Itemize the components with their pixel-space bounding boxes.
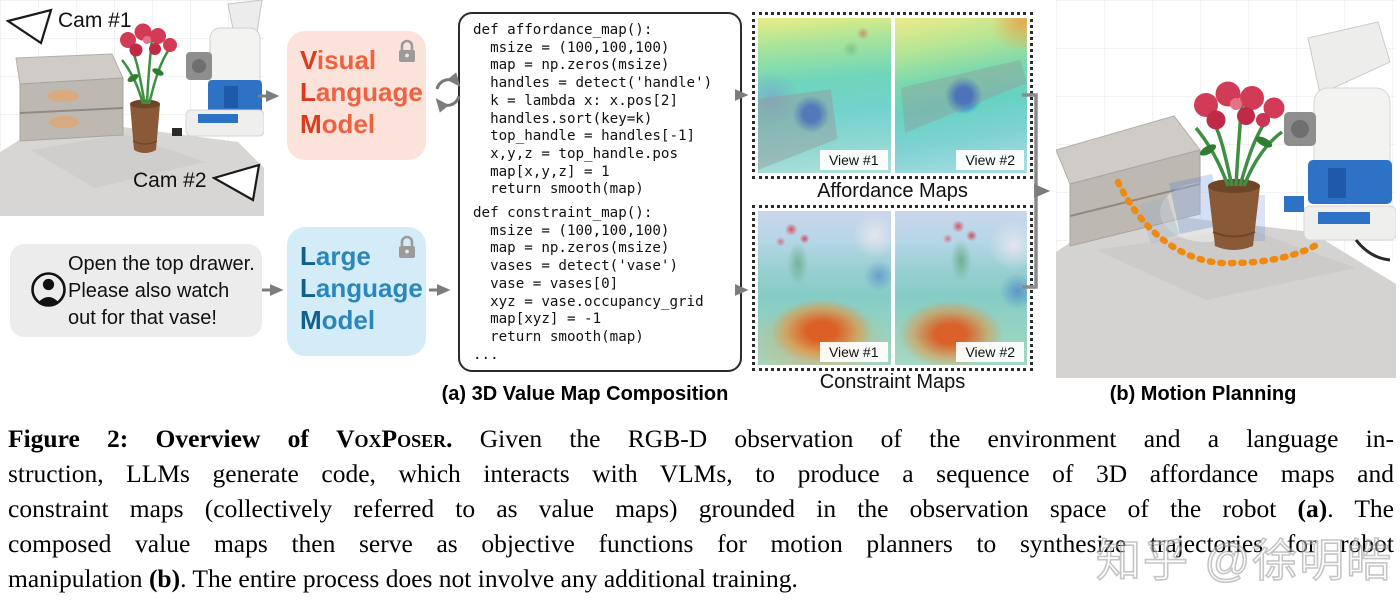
affordance-maps-title: Affordance Maps	[817, 180, 968, 202]
user-instruction-bubble: Open the top drawer. Please also watch o…	[10, 244, 262, 337]
drawer	[15, 53, 124, 142]
constraint-map-view2: View #2	[894, 211, 1027, 365]
subcaption-a: (a) 3D Value Map Composition	[441, 383, 729, 405]
motion-scene-illustration	[1055, 0, 1397, 378]
vase-and-flowers	[1194, 81, 1285, 250]
robot-arm	[172, 0, 265, 137]
caption-line-4: composed value maps then serve as object…	[8, 529, 1394, 558]
planned-trajectory	[1114, 178, 1324, 267]
cam1-label: Cam #1	[58, 9, 132, 32]
motion-planning-scene	[1055, 0, 1397, 378]
robot-arm	[1284, 21, 1397, 262]
cam2-label: Cam #2	[133, 169, 207, 192]
visual-language-model-box: Visual Language Model	[287, 31, 426, 160]
vlm-code-sync-icon	[435, 72, 461, 113]
caption-line-2: struction, LLMs generate code, which int…	[8, 459, 1394, 488]
vase-and-flowers	[120, 23, 177, 153]
view1-tag: View #1	[819, 342, 888, 362]
view1-tag: View #1	[819, 150, 888, 170]
constraint-maps-title: Constraint Maps	[819, 371, 966, 393]
vlm-label: Visual Language Model	[300, 45, 423, 139]
generated-code-block: def affordance_map(): msize = (100,100,1…	[458, 12, 742, 372]
large-language-model-box: Large Language Model	[287, 227, 426, 356]
drawer	[1055, 115, 1201, 247]
view2-tag: View #2	[956, 150, 1024, 170]
caption-line-1: Figure 2: Overview of VoxPoser. Given th…	[8, 424, 1394, 453]
scene-illustration	[0, 0, 265, 216]
rgbd-scene-pointcloud: Cam #1 Cam #2	[0, 0, 265, 216]
view2-tag: View #2	[956, 342, 1024, 362]
constraint-maps-panel: View #1 View #2	[752, 205, 1033, 371]
caption-line-3: constraint maps (collectively referred t…	[8, 494, 1394, 523]
llm-label: Large Language Model	[300, 241, 423, 335]
lock-icon	[399, 39, 415, 62]
figure-caption: Figure 2: Overview of VoxPoser. Given th…	[8, 421, 1394, 596]
affordance-maps-panel: View #1 View #2	[752, 12, 1033, 179]
affordance-map-view1: View #1	[758, 18, 891, 173]
affordance-map-view2: View #2	[894, 18, 1027, 173]
cam1-frustum-icon	[6, 8, 53, 45]
constraint-map-view1: View #1	[758, 211, 891, 365]
instruction-text: Open the top drawer. Please also watch o…	[68, 253, 255, 329]
user-person-icon	[31, 272, 66, 307]
lock-icon	[399, 235, 415, 258]
caption-line-5: manipulation (b). The entire process doe…	[8, 564, 798, 593]
cam2-frustum-icon	[212, 163, 261, 202]
subcaption-b: (b) Motion Planning	[1109, 383, 1297, 405]
